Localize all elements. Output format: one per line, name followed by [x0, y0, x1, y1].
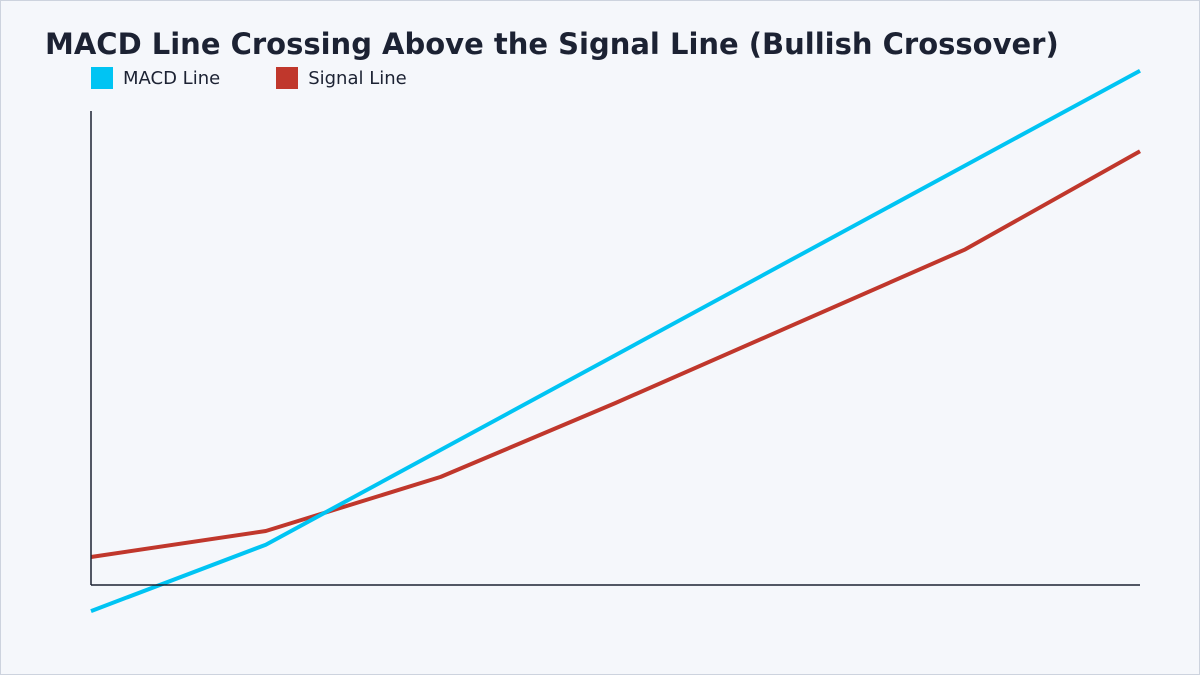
legend-label-macd: MACD Line [123, 67, 221, 89]
chart-title: MACD Line Crossing Above the Signal Line… [45, 27, 1059, 61]
legend: MACD Line Signal Line [91, 67, 463, 89]
legend-swatch-signal [276, 67, 299, 89]
macd-line-series [90, 68, 1141, 613]
legend-item-signal: Signal Line [276, 67, 407, 89]
legend-label-signal: Signal Line [308, 67, 407, 89]
series-layer [90, 68, 1141, 613]
legend-item-macd: MACD Line [91, 67, 220, 89]
signal-line-series [90, 149, 1141, 559]
legend-swatch-macd [91, 67, 113, 89]
